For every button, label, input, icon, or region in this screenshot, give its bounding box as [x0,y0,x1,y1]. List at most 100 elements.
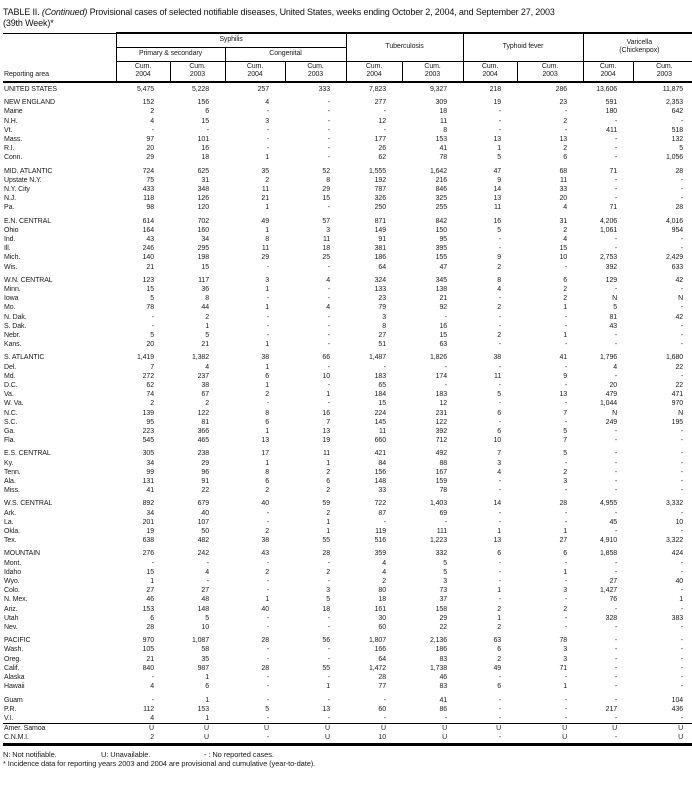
value-cell: 87 [378,509,387,517]
value-cell: 1 [326,683,331,691]
value-cell: 40 [201,509,209,517]
value-cell: - [614,372,618,380]
value-cell: 272 [142,372,154,380]
value-cell: 2 [205,400,209,408]
value-cell: 23 [378,295,387,303]
value-cell: 249 [605,418,618,426]
value-cell: 47 [439,263,448,271]
value-cell: 60 [378,624,387,632]
reporting-area-cell: S. ATLANTIC [4,354,45,362]
value-cell: 96 [201,468,209,476]
value-cell: 1,680 [666,354,684,362]
legend-not-notifiable: N: Not notifiable. [3,749,57,759]
value-cell: - [614,696,618,704]
reporting-area-cell: E.S. CENTRAL [4,450,51,458]
value-cell: - [266,518,269,526]
value-cell: - [564,400,568,408]
value-cell: 1 [265,459,269,467]
table-row: E.N. CENTRAL 614 702 49 57 871 842 16 31 4,206 4,0… [3,217,692,226]
value-cell: 625 [197,167,209,175]
value-cell: 148 [197,605,209,613]
value-cell: 4,016 [666,217,684,225]
value-cell: U [633,733,692,746]
value-cell: 1,382 [191,354,209,362]
value-cell: - [564,313,568,321]
value-cell: 892 [142,500,154,508]
value-cell: 7,823 [368,85,387,93]
value-cell: 1,487 [368,354,387,362]
reporting-area-cell: Oreg. [4,655,22,663]
value-cell: - [266,587,269,595]
value-cell: - [680,624,684,632]
table-row: Ala. 131 91 6 6 148 159 - 3 - - [3,477,692,486]
reporting-area-cell: D.C. [4,382,18,389]
value-cell: 1,087 [191,637,209,645]
value-cell: 31 [559,217,568,225]
reporting-area-cell: Ariz. [4,605,18,613]
value-cell: - [583,713,634,725]
reporting-area-cell: Md. [4,372,16,380]
table-row: Iowa 5 8 - - 23 21 - 2 N N [3,294,692,303]
reporting-area-cell: Alaska [4,674,25,682]
value-cell: 1 [265,304,269,312]
value-cell: 27 [201,587,209,595]
value-cell: - [680,372,684,380]
value-cell: 465 [197,437,209,445]
value-cell: - [614,509,618,517]
value-cell: 482 [197,537,209,545]
value-cell: - [327,382,331,389]
value-cell: - [680,185,684,193]
value-cell: 50 [201,528,209,536]
reporting-area-cell: W.S. CENTRAL [4,500,53,508]
reporting-area-cell: Kans. [4,341,22,349]
value-cell: 40 [261,605,269,613]
value-cell: 4,910 [600,537,618,545]
reporting-area-cell: N.C. [4,409,18,417]
value-cell: 1 [265,382,269,389]
value-cell: 5,228 [191,85,209,93]
value-cell: 5 [205,614,209,622]
table-row: Hawaii 4 6 - 1 77 83 6 1 - - [3,682,692,691]
value-cell: 276 [142,550,154,558]
table-row: Calif. 840 987 28 55 1,472 1,738 49 71 - - [3,664,692,673]
value-cell: 28 [322,550,331,558]
cum-year-header: Cum. 2004 [115,61,171,83]
value-cell: 31 [201,176,209,184]
value-cell: 2 [326,509,331,517]
reporting-area-cell: Mass. [4,135,23,143]
title-week: (39th Week)* [3,17,54,28]
value-cell: 27 [378,331,387,339]
value-cell: 1,044 [600,400,618,408]
table-row: MID. ATLANTIC 724 625 35 52 1,555 1,642 47 68 71 2… [3,167,692,176]
value-cell: - [327,285,331,293]
value-cell: 33 [378,487,387,495]
value-cell: - [498,341,502,349]
table-row: Okla. 19 50 2 1 119 111 1 1- - [3,527,692,536]
value-cell: - [564,322,568,330]
value-cell: - [614,468,618,476]
table-row: S. ATLANTIC 1,419 1,382 38 66 1,487 1,826 38 41 1… [3,353,692,362]
value-cell: 118 [143,195,154,203]
value-cell: 326 [374,195,387,203]
value-cell: 1 [326,391,331,399]
reporting-area-cell: N. Mex. [4,596,28,604]
table-row: Idaho 15 4 2 2 4 5 - 1 - - [3,568,692,577]
reporting-area-cell: C.N.M.I. [3,733,116,746]
table-row: Tex. 638 482 38 55 516 1,223 13 27 4,910 3,322 [3,536,692,545]
value-cell: N [678,409,684,417]
value-cell: 4 [613,363,618,371]
table-row: Mont. - - - - 4 5 - - - - [3,559,692,568]
value-cell: 237 [197,372,209,380]
value-cell: 1 [265,341,269,349]
value-cell: - [498,696,502,704]
value-cell: - [266,322,269,330]
value-cell: - [266,578,269,586]
value-cell: - [680,568,684,576]
reporting-area-cell: N.Y. City [4,185,30,193]
value-cell: 9 [497,176,502,184]
value-cell: 18 [439,108,448,116]
reporting-area-cell: Nebr. [4,331,21,339]
value-cell: 60 [378,705,387,713]
value-cell: 395 [435,245,448,253]
value-cell: 14 [493,500,502,508]
